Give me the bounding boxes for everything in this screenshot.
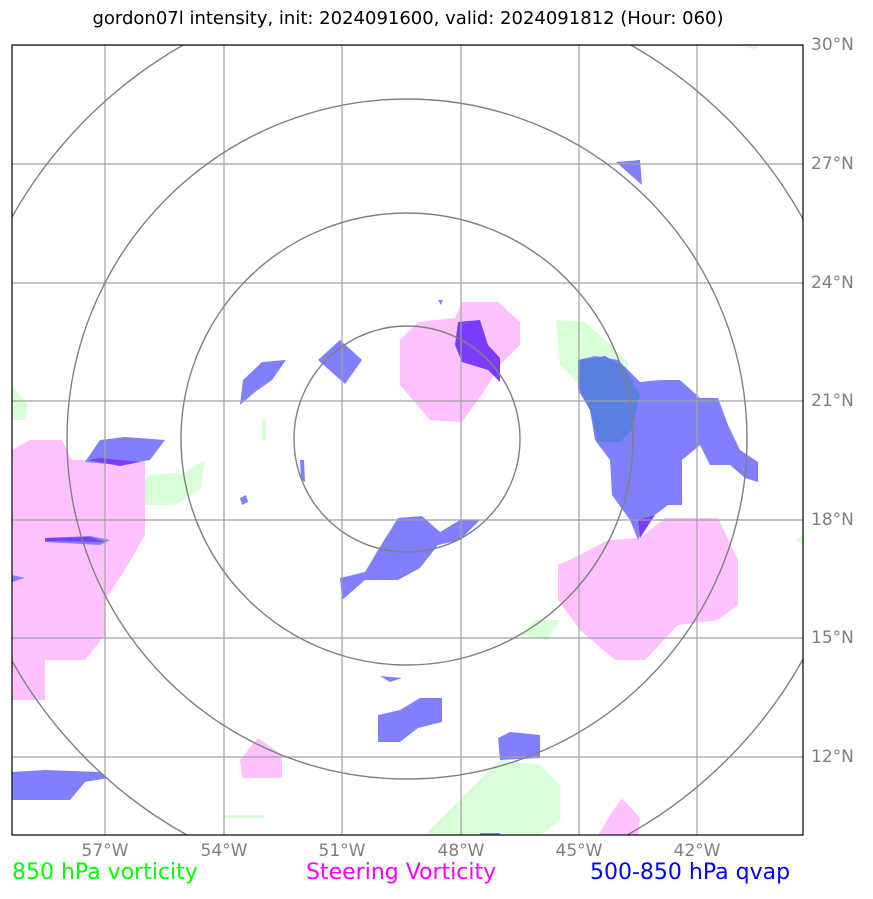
range-rings	[12, 45, 803, 835]
legend-qvap: 500-850 hPa qvap	[590, 860, 791, 885]
map-title: gordon07l intensity, init: 2024091600, v…	[92, 8, 724, 29]
qvap-patch	[12, 770, 108, 800]
latitude-label: 21°N	[811, 391, 854, 411]
longitude-label: 51°W	[318, 841, 366, 861]
qvap-patch	[438, 300, 443, 305]
map-frame	[11, 44, 804, 836]
qvap-patch	[240, 360, 286, 405]
qvap-patch	[240, 495, 248, 505]
qvap-dense-patch	[88, 458, 140, 466]
steering-vorticity-fields	[12, 302, 738, 835]
vorticity-patch	[262, 420, 266, 440]
qvap-patch	[380, 676, 402, 682]
latitude-label: 30°N	[811, 35, 854, 55]
qvap-dense-patch	[45, 537, 105, 542]
range-ring	[180, 212, 634, 666]
qvap-patch	[340, 516, 480, 600]
longitude-label: 42°W	[673, 841, 721, 861]
latitude-label: 18°N	[811, 510, 854, 530]
vorticity-patch	[12, 385, 28, 420]
latitude-label: 12°N	[811, 747, 854, 767]
qvap-patch	[378, 698, 442, 742]
qvap-patch	[498, 732, 540, 760]
qvap-core-patch	[578, 356, 640, 442]
longitude-label: 45°W	[555, 841, 603, 861]
legend-steering-vorticity: Steering Vorticity	[306, 860, 497, 885]
vorticity-patch	[520, 620, 560, 640]
legend-vorticity-850: 850 hPa vorticity	[12, 860, 198, 885]
longitude-label: 54°W	[200, 841, 248, 861]
qvap-dense-patch	[638, 515, 655, 538]
longitude-label: 57°W	[81, 841, 129, 861]
latitude-label: 27°N	[811, 154, 854, 174]
qvap-patch	[300, 460, 305, 482]
qvap-core	[578, 356, 640, 442]
vorticity-patch	[738, 45, 760, 50]
range-ring	[66, 98, 748, 780]
qvap-patch	[318, 340, 362, 384]
steering-patch	[598, 798, 640, 835]
range-ring	[293, 325, 521, 553]
qvap-patch	[616, 160, 642, 185]
vorticity-patch	[795, 535, 803, 545]
steering-patch	[240, 738, 282, 778]
longitude-label: 48°W	[437, 841, 485, 861]
latitude-label: 24°N	[811, 273, 854, 293]
steering-patch	[558, 518, 738, 660]
steering-patch	[400, 302, 520, 422]
qvap-patch	[12, 575, 25, 582]
vorticity-patch	[225, 815, 265, 818]
latitude-label: 15°N	[811, 628, 854, 648]
vorticity-patch	[425, 760, 560, 835]
steering-patch	[12, 440, 145, 700]
lat-lon-grid	[12, 45, 803, 835]
